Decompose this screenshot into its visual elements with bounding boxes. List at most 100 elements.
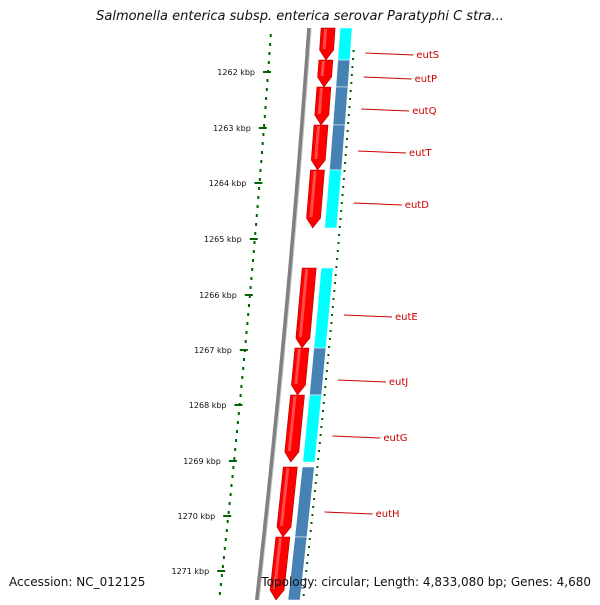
gene-leader-line [337, 379, 386, 383]
gene-label: eutS [416, 50, 439, 61]
gc-dot [239, 394, 242, 397]
gc-dot [253, 241, 256, 244]
gc-dot [342, 178, 345, 180]
gc-dot [328, 346, 331, 348]
scale-tick [234, 404, 243, 406]
gc-dot [221, 565, 224, 568]
gc-dot [319, 434, 322, 436]
gc-dot [246, 322, 249, 325]
scale-tick-label: 1268 kbp [189, 401, 227, 410]
scale-ticks: 1262 kbp 1263 kbp 1264 kbp 1265 kbp 1266 kbp… [171, 68, 271, 576]
gc-dot [336, 258, 339, 260]
gene-leader-line [363, 76, 412, 80]
gc-dot [338, 226, 341, 228]
scale-tick-label: 1262 kbp [217, 68, 255, 77]
gc-dot [331, 314, 334, 316]
scale-tick [217, 570, 226, 572]
gc-dot [229, 493, 232, 496]
gc-dot [350, 82, 353, 84]
accession-label: Accession: NC_012125 [9, 575, 146, 589]
cog-block [294, 466, 315, 538]
gc-dot [235, 439, 238, 442]
scale-tick-label: 1263 kbp [213, 124, 251, 133]
cds-highlight [280, 468, 290, 526]
gc-dot [228, 502, 231, 505]
map-title: Salmonella enterica subsp. enterica sero… [96, 9, 504, 24]
gc-dot [304, 578, 307, 580]
gc-dot [346, 138, 348, 140]
gc-dot [348, 106, 351, 108]
gc-dot [265, 88, 268, 91]
gc-dot [233, 457, 236, 460]
gc-dot [328, 338, 331, 340]
cds-highlight [322, 29, 328, 49]
gc-dot [326, 362, 329, 364]
gc-dot [340, 202, 343, 204]
scale-tick-label: 1266 kbp [199, 291, 237, 300]
gene-leader-line [332, 435, 381, 439]
gc-dot [331, 306, 334, 308]
gene-label: eutE [395, 312, 418, 323]
gc-dot [267, 61, 270, 64]
gc-dot [340, 210, 343, 212]
cog-block [335, 59, 351, 88]
gene-label: eutT [409, 148, 432, 159]
gc-dot [325, 370, 328, 372]
gc-dot [306, 562, 309, 564]
gc-dot [237, 412, 240, 415]
gc-dot [230, 484, 233, 487]
gene-leader-line [353, 202, 402, 206]
gc-dot [342, 186, 345, 188]
gc-dot [255, 223, 258, 226]
gc-dot [251, 268, 254, 271]
backbone-highlight [258, 27, 312, 601]
gc-dot [317, 458, 320, 460]
gc-dot [247, 313, 250, 316]
scale-tick [244, 294, 253, 296]
gc-dot [258, 178, 261, 181]
gene-leader-line [357, 150, 407, 154]
cog-block [302, 394, 322, 463]
gc-dot [303, 586, 306, 588]
gc-dot [249, 286, 252, 289]
gc-dot [261, 142, 264, 145]
scale-tick [228, 460, 237, 462]
gc-dot [315, 474, 318, 476]
cog-block [324, 169, 342, 229]
cog-block [287, 536, 308, 601]
gc-dot [262, 133, 265, 136]
gc-dot [350, 74, 353, 76]
gc-dot [269, 34, 272, 37]
gene-label: eutJ [389, 377, 408, 388]
cog-block [329, 124, 346, 171]
gc-dot [323, 394, 326, 396]
gc-dot [311, 514, 314, 516]
gc-dot [343, 170, 346, 172]
gc-dot [321, 418, 324, 420]
gc-dot [325, 378, 328, 380]
gc-dot [327, 354, 330, 356]
cog-block [313, 267, 334, 349]
gene-label: eutP [415, 74, 437, 85]
cds-highlight [309, 171, 317, 217]
gc-dot [334, 274, 337, 276]
gc-dot [324, 386, 327, 388]
gc-dot [226, 520, 229, 523]
gc-dot [346, 130, 349, 132]
gc-dot [337, 242, 340, 244]
gc-dot [309, 530, 312, 532]
gc-dot [332, 298, 335, 300]
gc-dot [305, 570, 308, 572]
gc-dot [335, 266, 338, 268]
gc-dot [308, 538, 311, 540]
gc-dot [231, 475, 234, 478]
gc-dot [263, 124, 266, 127]
gc-dot [244, 340, 247, 343]
scale-tick [254, 182, 263, 184]
gc-dot [313, 490, 316, 492]
cds-highlight [317, 88, 323, 114]
scale-tick-label: 1264 kbp [209, 179, 247, 188]
gc-dot [261, 151, 263, 154]
gc-dot [263, 115, 266, 118]
